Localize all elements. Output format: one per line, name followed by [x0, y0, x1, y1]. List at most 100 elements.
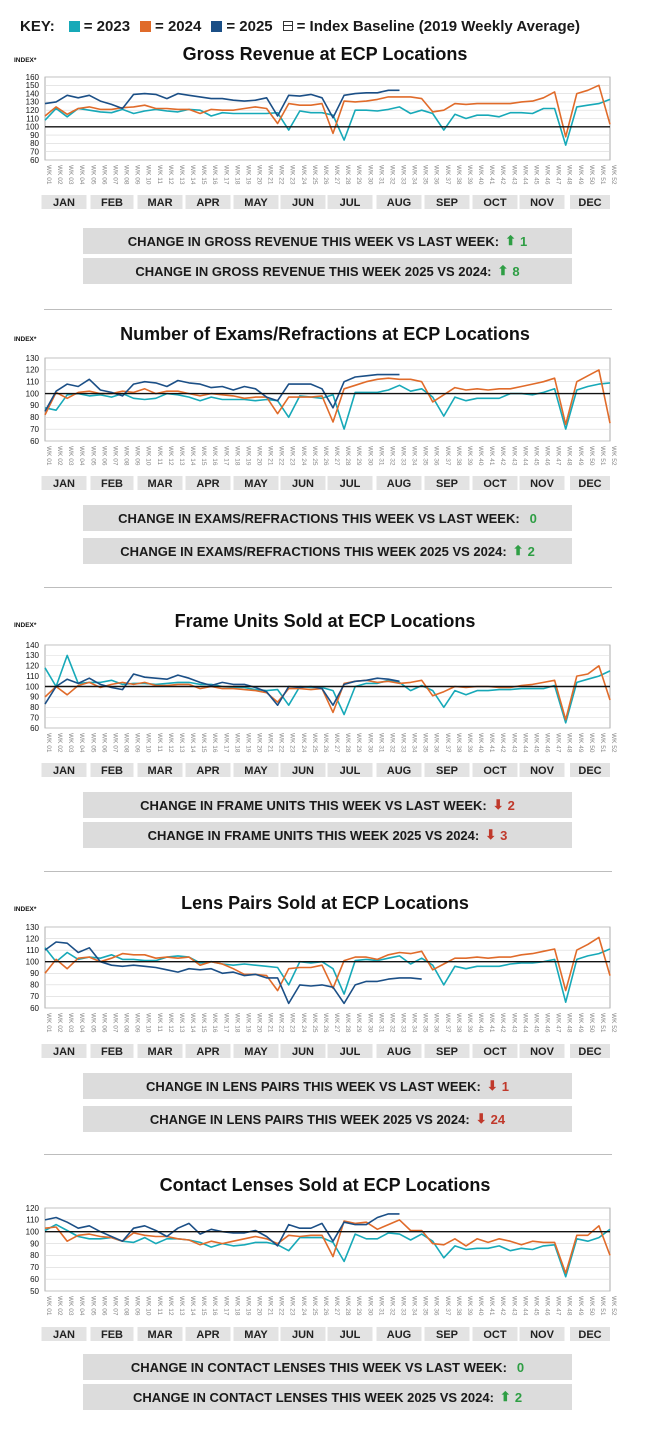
x-tick-label: WK 50	[588, 1013, 595, 1033]
legend-swatch-2024	[140, 20, 152, 32]
month-band	[280, 1044, 326, 1058]
month-band	[570, 763, 610, 777]
down-arrow-icon: ⬇	[492, 797, 504, 812]
y-tick-label: 90	[30, 131, 39, 140]
y-tick-label: 70	[30, 713, 39, 722]
x-tick-label: WK 05	[89, 446, 96, 466]
x-tick-label: WK 44	[521, 733, 528, 753]
series-line-2023	[44, 1223, 611, 1278]
x-tick-label: WK 37	[444, 1013, 451, 1033]
x-tick-label: WK 48	[566, 446, 573, 466]
y-tick-label: 70	[30, 992, 39, 1001]
x-tick-label: WK 29	[355, 165, 362, 185]
x-tick-label: WK 06	[100, 165, 107, 185]
x-tick-label: WK 17	[222, 165, 229, 185]
x-tick-label: WK 31	[377, 733, 384, 753]
summary-text: CHANGE IN EXAMS/REFRACTIONS THIS WEEK 20…	[120, 543, 507, 559]
y-tick-label: 80	[30, 139, 39, 148]
up-arrow-icon: ⬆	[497, 263, 509, 278]
x-tick-label: WK 18	[233, 1296, 240, 1316]
x-tick-label: WK 36	[433, 1296, 440, 1316]
y-tick-label: 130	[26, 923, 40, 932]
month-band	[376, 1327, 422, 1341]
y-tick-label: 120	[26, 662, 40, 671]
x-tick-label: WK 27	[333, 446, 340, 466]
y-tick-label: 130	[26, 354, 40, 363]
month-label: MAY	[244, 1329, 268, 1341]
month-label: SEP	[436, 765, 458, 777]
month-label: AUG	[387, 1329, 411, 1341]
x-tick-label: WK 12	[167, 733, 174, 753]
x-tick-label: WK 46	[544, 1296, 551, 1316]
legend-item-baseline: = Index Baseline (2019 Weekly Average)	[282, 18, 580, 35]
y-tick-label: 60	[30, 1275, 39, 1284]
x-tick-label: WK 19	[244, 165, 251, 185]
x-tick-label: WK 43	[510, 733, 517, 753]
up-arrow-icon: ⬆	[512, 543, 524, 558]
y-tick-label: 80	[30, 703, 39, 712]
month-band	[519, 1044, 565, 1058]
x-tick-label: WK 48	[566, 733, 573, 753]
x-tick-label: WK 13	[178, 1013, 185, 1033]
x-tick-label: WK 42	[499, 165, 506, 185]
series-line-2024	[44, 664, 611, 721]
x-tick-label: WK 23	[289, 1296, 296, 1316]
y-tick-label: 100	[26, 958, 40, 967]
up-arrow-icon: ⬆	[499, 1389, 511, 1404]
month-band	[519, 1327, 565, 1341]
x-tick-label: WK 10	[145, 446, 152, 466]
x-tick-label: WK 18	[233, 165, 240, 185]
x-tick-label: WK 25	[311, 1296, 318, 1316]
month-label: FEB	[101, 1046, 123, 1058]
x-tick-label: WK 07	[111, 165, 118, 185]
x-tick-label: WK 15	[200, 446, 207, 466]
month-label: MAR	[147, 197, 172, 209]
month-band	[185, 195, 231, 209]
month-label: JUL	[340, 197, 361, 209]
x-tick-label: WK 33	[400, 733, 407, 753]
x-tick-label: WK 10	[145, 165, 152, 185]
x-tick-label: WK 30	[366, 446, 373, 466]
x-tick-label: WK 40	[477, 165, 484, 185]
month-band	[327, 1327, 373, 1341]
x-tick-label: WK 44	[521, 446, 528, 466]
summary-value: 8	[512, 263, 520, 279]
x-tick-label: WK 40	[477, 1013, 484, 1033]
up-arrow-icon: ⬆	[505, 233, 516, 248]
x-tick-label: WK 20	[255, 165, 262, 185]
month-band	[41, 763, 87, 777]
month-label: APR	[196, 765, 219, 777]
y-tick-label: 140	[26, 641, 40, 650]
x-tick-label: WK 47	[555, 1296, 562, 1316]
legend-label-2023: = 2023	[83, 17, 131, 35]
x-tick-label: WK 02	[56, 733, 63, 753]
month-label: AUG	[387, 1046, 411, 1058]
x-tick-label: WK 11	[156, 1013, 163, 1032]
x-tick-label: WK 27	[333, 733, 340, 753]
x-tick-label: WK 31	[377, 446, 384, 466]
month-label: AUG	[387, 197, 411, 209]
month-band	[280, 763, 326, 777]
summary-exams-wow: CHANGE IN EXAMS/REFRACTIONS THIS WEEK VS…	[83, 505, 572, 531]
month-band	[570, 195, 610, 209]
x-tick-label: WK 03	[67, 446, 74, 466]
series-line-2025	[44, 941, 422, 1005]
x-tick-label: WK 24	[300, 1296, 307, 1316]
summary-text: CHANGE IN FRAME UNITS THIS WEEK VS LAST …	[140, 797, 487, 813]
y-tick-label: 60	[30, 156, 39, 165]
x-tick-label: WK 16	[211, 1013, 218, 1033]
x-tick-label: WK 28	[344, 1296, 351, 1316]
x-tick-label: WK 14	[189, 165, 196, 185]
x-tick-label: WK 51	[599, 1296, 606, 1316]
x-tick-label: WK 17	[222, 1013, 229, 1033]
summary-lens-pairs-yoy: CHANGE IN LENS PAIRS THIS WEEK 2025 VS 2…	[83, 1106, 572, 1132]
month-label: JAN	[53, 478, 75, 490]
month-band	[280, 476, 326, 490]
x-tick-label: WK 44	[521, 165, 528, 185]
x-tick-label: WK 38	[455, 446, 462, 466]
y-tick-label: 160	[26, 73, 40, 82]
month-label: APR	[196, 1329, 219, 1341]
y-axis-label: INDEX*	[14, 622, 37, 629]
series-line-2025	[44, 1213, 400, 1247]
x-tick-label: WK 04	[78, 733, 85, 753]
